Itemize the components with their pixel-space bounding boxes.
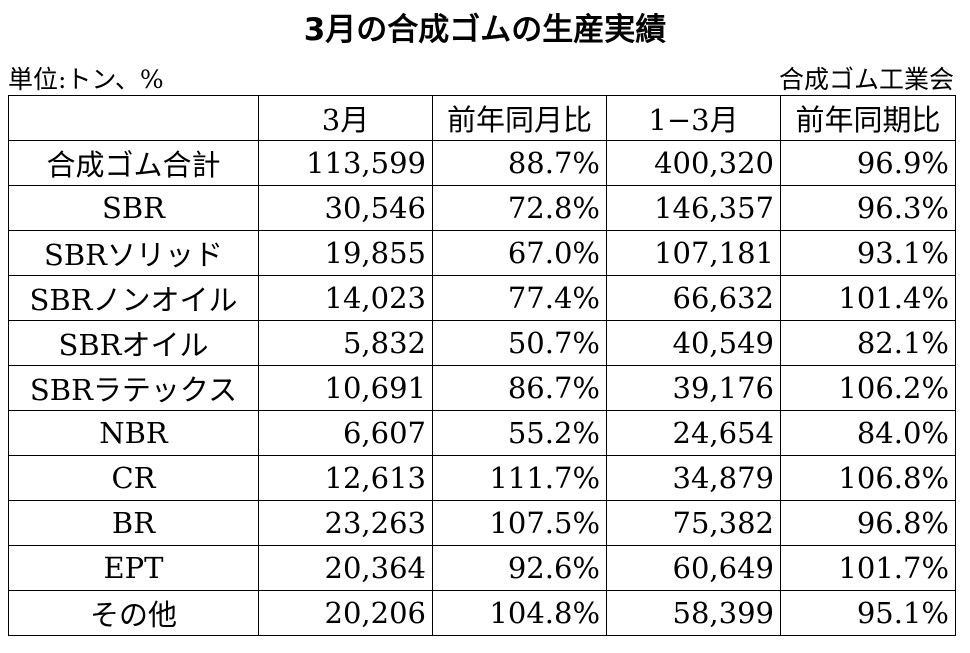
value-cell: 67.0% (432, 230, 607, 276)
row-label: その他 (8, 590, 259, 636)
value-cell: 93.1% (780, 230, 956, 276)
value-cell: 82.1% (780, 320, 956, 366)
data-row: SBRノンオイル 14,023 77.4% 66,632 101.4% (8, 275, 956, 321)
value-cell: 5,832 (258, 320, 433, 366)
source-note: 合成ゴム工業会 (778, 65, 954, 94)
value-cell: 96.9% (780, 140, 956, 186)
value-cell: 50.7% (432, 320, 607, 366)
data-row: EPT 20,364 92.6% 60,649 101.7% (8, 545, 956, 591)
row-label: 合成ゴム合計 (8, 140, 259, 186)
value-cell: 34,879 (606, 455, 781, 501)
data-table: 3月 前年同月比 1−3月 前年同期比 合成ゴム合計 113,599 88.7% 400,32… (8, 95, 956, 636)
value-cell: 106.2% (780, 365, 956, 411)
value-cell: 92.6% (432, 545, 607, 591)
data-row: SBRラテックス 10,691 86.7% 39,176 106.2% (8, 365, 956, 411)
value-cell: 72.8% (432, 185, 607, 231)
value-cell: 66,632 (606, 275, 781, 321)
data-row: SBRソリッド 19,855 67.0% 107,181 93.1% (8, 230, 956, 276)
value-cell: 39,176 (606, 365, 781, 411)
value-cell: 101.7% (780, 545, 956, 591)
value-cell: 104.8% (432, 590, 607, 636)
value-cell: 86.7% (432, 365, 607, 411)
data-row: SBRオイル 5,832 50.7% 40,549 82.1% (8, 320, 956, 366)
unit-note: 単位:トン、% (8, 65, 164, 94)
data-row: CR 12,613 111.7% 34,879 106.8% (8, 455, 956, 501)
value-cell: 111.7% (432, 455, 607, 501)
value-cell: 146,357 (606, 185, 781, 231)
row-label: SBRノンオイル (8, 275, 259, 321)
value-cell: 24,654 (606, 410, 781, 456)
value-cell: 84.0% (780, 410, 956, 456)
value-cell: 107,181 (606, 230, 781, 276)
value-cell: 14,023 (258, 275, 433, 321)
value-cell: 6,607 (258, 410, 433, 456)
row-label: SBRソリッド (8, 230, 259, 276)
row-label: SBRオイル (8, 320, 259, 366)
value-cell: 75,382 (606, 500, 781, 546)
value-cell: 77.4% (432, 275, 607, 321)
data-row: 合成ゴム合計 113,599 88.7% 400,320 96.9% (8, 140, 956, 186)
value-cell: 96.8% (780, 500, 956, 546)
value-cell: 23,263 (258, 500, 433, 546)
value-cell: 60,649 (606, 545, 781, 591)
header-row: 3月 前年同月比 1−3月 前年同期比 (8, 95, 956, 141)
value-cell: 107.5% (432, 500, 607, 546)
value-cell: 88.7% (432, 140, 607, 186)
row-label: SBR (8, 185, 259, 231)
value-cell: 20,206 (258, 590, 433, 636)
value-cell: 55.2% (432, 410, 607, 456)
value-cell: 19,855 (258, 230, 433, 276)
data-row: その他 20,206 104.8% 58,399 95.1% (8, 590, 956, 636)
value-cell: 113,599 (258, 140, 433, 186)
row-label: SBRラテックス (8, 365, 259, 411)
value-cell: 400,320 (606, 140, 781, 186)
header-cell: 3月 (258, 95, 433, 141)
header-cell: 前年同期比 (780, 95, 956, 141)
value-cell: 58,399 (606, 590, 781, 636)
title: 3月の合成ゴムの生産実績 (303, 12, 667, 48)
value-cell: 106.8% (780, 455, 956, 501)
value-cell: 20,364 (258, 545, 433, 591)
header-cell: 前年同月比 (432, 95, 607, 141)
value-cell: 101.4% (780, 275, 956, 321)
data-row: SBR 30,546 72.8% 146,357 96.3% (8, 185, 956, 231)
value-cell: 10,691 (258, 365, 433, 411)
row-label: BR (8, 500, 259, 546)
value-cell: 12,613 (258, 455, 433, 501)
value-cell: 40,549 (606, 320, 781, 366)
row-label: CR (8, 455, 259, 501)
value-cell: 30,546 (258, 185, 433, 231)
data-row: NBR 6,607 55.2% 24,654 84.0% (8, 410, 956, 456)
row-label: NBR (8, 410, 259, 456)
header-cell: 1−3月 (606, 95, 781, 141)
value-cell: 95.1% (780, 590, 956, 636)
value-cell: 96.3% (780, 185, 956, 231)
data-row: BR 23,263 107.5% 75,382 96.8% (8, 500, 956, 546)
row-label: EPT (8, 545, 259, 591)
corner-cell (8, 95, 259, 141)
